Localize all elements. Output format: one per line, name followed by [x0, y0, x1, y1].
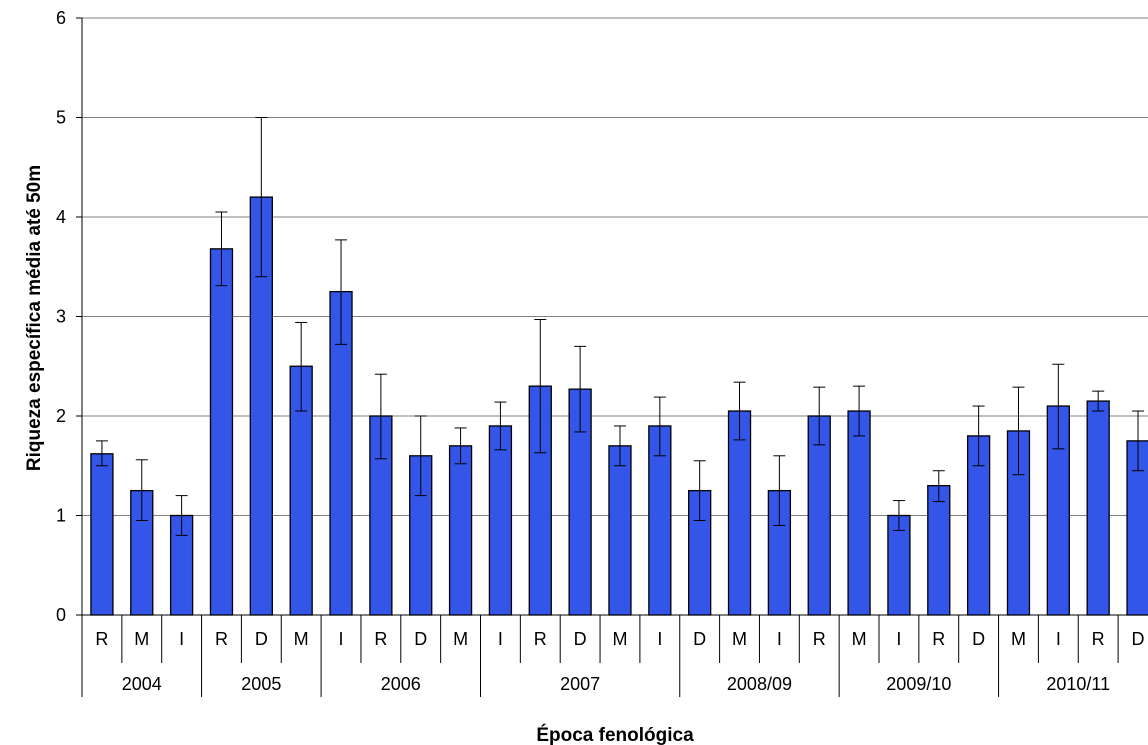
category-label: R [215, 629, 228, 649]
bar [448, 445, 473, 616]
category-label: I [657, 629, 662, 649]
category-label: D [574, 629, 587, 649]
category-label: D [1132, 629, 1145, 649]
category-label: I [179, 629, 184, 649]
y-axis-title: Riqueza específica média até 50m [24, 165, 45, 471]
y-tick-label: 5 [56, 108, 66, 128]
group-label: 2009/10 [886, 674, 951, 694]
error-bars [95, 117, 1145, 536]
category-label: I [498, 629, 503, 649]
category-label: M [453, 629, 468, 649]
bar [847, 410, 871, 616]
category-label: D [255, 629, 268, 649]
bar [608, 445, 632, 616]
category-label: M [732, 629, 747, 649]
bar [1086, 400, 1110, 616]
category-label: I [896, 629, 901, 649]
bar [90, 453, 114, 616]
category-label: M [852, 629, 867, 649]
y-tick-label: 0 [56, 605, 66, 625]
group-label: 2006 [381, 674, 421, 694]
category-label: M [134, 629, 149, 649]
category-label: M [1011, 629, 1026, 649]
bar [807, 415, 831, 616]
category-label: R [813, 629, 826, 649]
category-label: D [972, 629, 985, 649]
x-axis-title: Época fenológica [536, 724, 694, 745]
y-tick-label: 2 [56, 406, 66, 426]
category-label: I [1056, 629, 1061, 649]
category-label: R [534, 629, 547, 649]
y-tick-label: 3 [56, 307, 66, 327]
bar [488, 425, 513, 616]
group-label: 2007 [560, 674, 600, 694]
category-label: R [1092, 629, 1105, 649]
bar [209, 248, 234, 616]
category-label: M [294, 629, 309, 649]
category-label: I [777, 629, 782, 649]
bar [927, 484, 951, 616]
category-label: R [95, 629, 108, 649]
bar [1126, 440, 1148, 616]
group-label: 2010/11 [1046, 674, 1110, 694]
category-label: R [932, 629, 945, 649]
y-tick-labels: 0 1 2 3 4 5 6 [56, 8, 66, 625]
y-tick-label: 1 [56, 506, 66, 526]
category-label: R [374, 629, 387, 649]
category-label: D [414, 629, 427, 649]
axes [76, 17, 1148, 697]
category-label: M [612, 629, 627, 649]
bar [727, 410, 752, 616]
y-tick-label: 4 [56, 207, 66, 227]
group-labels: 2004 2005 2006 2007 2008/09 2009/10 2010/11 [122, 674, 1110, 694]
group-label: 2004 [122, 674, 162, 694]
group-label: 2005 [241, 674, 281, 694]
category-label: I [339, 629, 344, 649]
bars [90, 196, 1148, 616]
group-label: 2008/09 [727, 674, 792, 694]
category-label: D [693, 629, 706, 649]
y-tick-label: 6 [56, 8, 66, 28]
